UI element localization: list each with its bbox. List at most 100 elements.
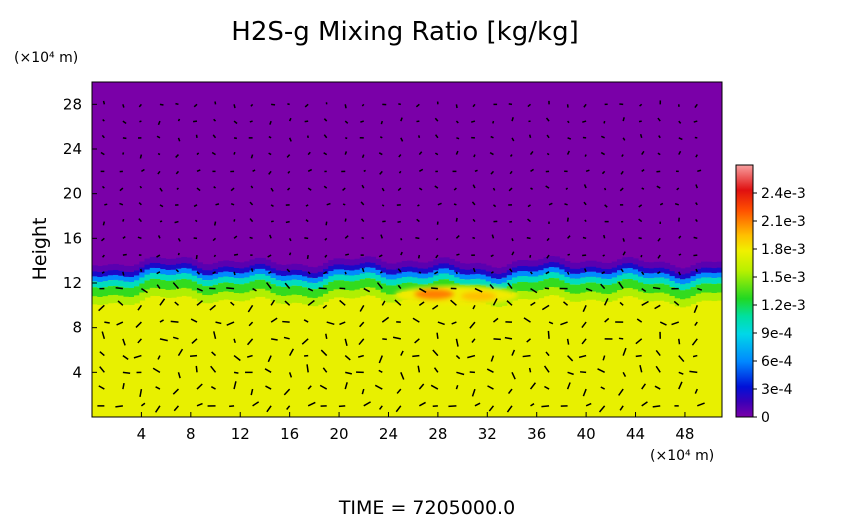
velocity-arrow: [692, 354, 698, 358]
mixing-cell: [233, 267, 240, 273]
mixing-cell: [543, 257, 550, 264]
mixing-cell: [239, 262, 245, 269]
velocity-arrow: [139, 154, 143, 159]
velocity-arrow: [268, 135, 272, 139]
mixing-cell: [386, 279, 392, 286]
velocity-arrow: [492, 298, 498, 306]
mixing-cell: [139, 292, 146, 301]
velocity-arrow: [157, 355, 161, 360]
velocity-arrow: [288, 348, 295, 356]
mixing-cell: [533, 276, 539, 283]
mixing-cell: [354, 258, 361, 265]
mixing-cell: [386, 274, 392, 280]
mixing-cell: [176, 288, 182, 297]
velocity-arrow: [417, 365, 421, 373]
velocity-arrow: [455, 385, 459, 390]
mixing-cell: [118, 275, 125, 281]
velocity-arrow: [338, 405, 346, 408]
mixing-cell: [107, 286, 114, 296]
velocity-arrow: [307, 151, 311, 156]
velocity-arrow: [603, 234, 606, 239]
mixing-cell: [107, 280, 114, 287]
plot-frame: [91, 81, 723, 418]
velocity-arrow: [265, 385, 272, 390]
mixing-cell: [275, 264, 282, 271]
velocity-arrow: [418, 301, 425, 306]
mixing-cell: [244, 261, 251, 268]
velocity-arrow: [102, 100, 106, 105]
mixing-cell: [354, 274, 361, 281]
mixing-cell: [454, 272, 461, 278]
velocity-arrow: [361, 267, 365, 273]
mixing-cell: [648, 268, 655, 274]
velocity-arrow: [622, 371, 627, 377]
mixing-cell: [218, 283, 224, 293]
mixing-cell: [286, 270, 293, 276]
mixing-cell: [496, 274, 503, 280]
mixing-cell: [123, 271, 130, 277]
velocity-arrow: [378, 369, 383, 373]
velocity-arrow: [678, 137, 683, 141]
mixing-cell: [449, 269, 455, 275]
mixing-cell: [575, 273, 581, 279]
mixing-cell: [669, 276, 676, 282]
mixing-cell: [113, 274, 119, 280]
mixing-cell: [233, 292, 240, 301]
mixing-cell: [128, 272, 135, 278]
mixing-cell: [632, 269, 639, 275]
mixing-cell: [407, 260, 413, 267]
mixing-cell: [265, 270, 272, 276]
velocity-arrow: [359, 304, 365, 312]
velocity-arrow: [247, 354, 253, 358]
velocity-arrow: [434, 271, 439, 275]
velocity-arrow: [566, 338, 570, 345]
velocity-arrow: [545, 117, 550, 122]
velocity-arrow: [487, 385, 494, 390]
mixing-cell: [286, 295, 293, 304]
mixing-cell: [370, 262, 377, 268]
mixing-cell: [706, 292, 713, 301]
velocity-arrow: [641, 271, 645, 276]
mixing-cell: [638, 271, 644, 277]
velocity-arrow: [638, 237, 642, 240]
velocity-arrow: [433, 367, 439, 373]
velocity-arrow: [135, 321, 142, 328]
mixing-cell: [307, 272, 314, 278]
mixing-cell: [449, 264, 455, 270]
velocity-arrow: [472, 184, 476, 189]
mixing-cell: [695, 273, 702, 279]
mixing-cell: [123, 296, 130, 305]
velocity-arrow: [474, 287, 483, 293]
mixing-cell: [517, 266, 524, 272]
mixing-cell: [197, 284, 203, 294]
mixing-cell: [543, 263, 550, 269]
velocity-arrow: [194, 219, 198, 223]
mixing-cell: [296, 280, 303, 287]
mixing-cell: [538, 270, 545, 276]
mixing-cell: [596, 267, 602, 273]
velocity-arrow: [157, 120, 161, 126]
mixing-cell: [585, 276, 592, 283]
mixing-cell: [338, 258, 345, 265]
velocity-arrow: [284, 282, 291, 290]
velocity-arrow: [676, 187, 680, 191]
velocity-arrow: [418, 287, 427, 293]
mixing-cell: [685, 289, 692, 299]
velocity-arrow: [412, 317, 420, 323]
mixing-cell: [275, 275, 282, 281]
mixing-cell: [349, 265, 356, 271]
velocity-arrow: [271, 103, 276, 106]
x-tick-label: 8: [186, 425, 196, 443]
y-axis-ticks: 4 8 12 16 20 24 28: [63, 95, 97, 381]
velocity-arrow: [196, 287, 203, 292]
mixing-cell: [260, 263, 266, 269]
mixing-cell: [102, 276, 109, 282]
mixing-cell: [113, 294, 119, 303]
velocity-arrow: [247, 304, 254, 313]
mixing-cell: [349, 259, 356, 266]
mixing-cell: [459, 269, 466, 275]
velocity-arrow: [100, 237, 105, 242]
velocity-arrow: [619, 187, 624, 192]
mixing-cell: [265, 265, 272, 271]
